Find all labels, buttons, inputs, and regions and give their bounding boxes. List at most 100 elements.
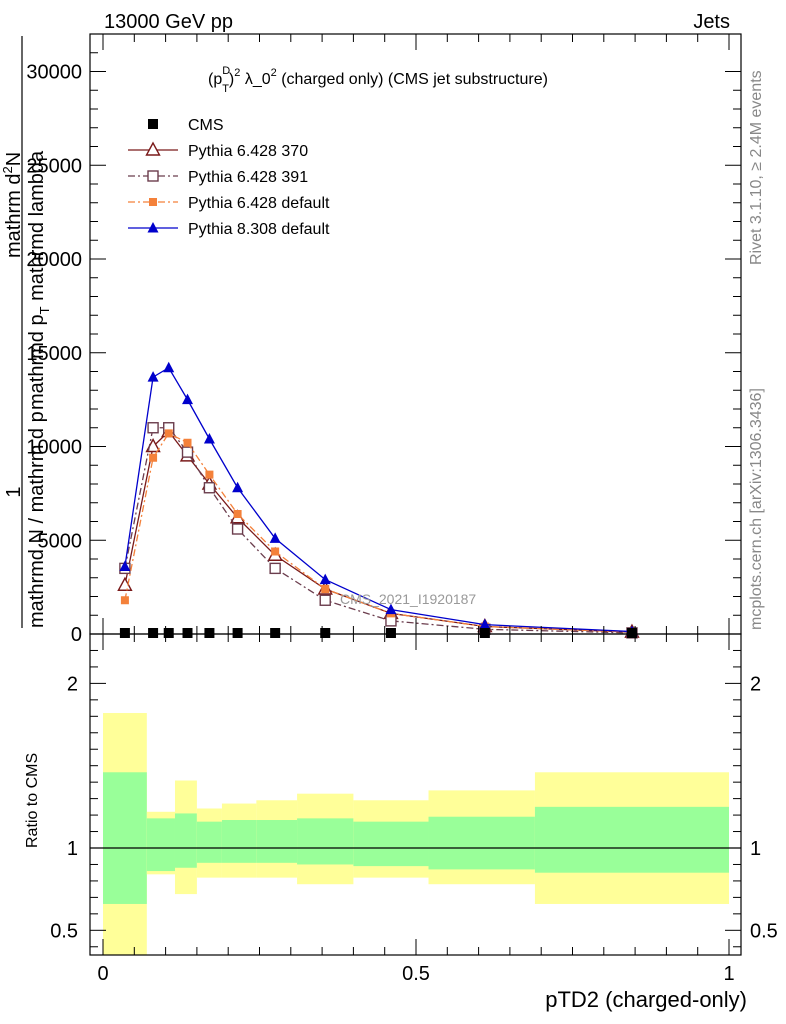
legend-marker-cms	[148, 119, 158, 129]
main-panel: 0 5000 10000 15000 20000 25000 30000 CMS_2021_…	[0, 33, 742, 646]
data-point-pydef	[149, 453, 158, 462]
plot-title: (pD T)2 λ_02 (charged only) (CMS jet subs…	[208, 65, 548, 95]
ratio-y-tick-label-right: 0.5	[750, 920, 778, 942]
legend-label: Pythia 6.428 default	[188, 195, 330, 212]
ratio-band-inner	[353, 821, 429, 867]
data-point-pydef	[164, 429, 173, 438]
ratio-band-inner	[221, 820, 257, 863]
data-point-pydef	[321, 585, 330, 593]
ratio-band-inner	[196, 821, 222, 863]
data-point-cms	[320, 628, 331, 638]
ylabel-numerator: mathrm d2N	[0, 152, 25, 258]
legend: CMS Pythia 6.428 370 Pythia 6.428 391 Pythi…	[128, 117, 330, 238]
data-point-py391	[231, 523, 244, 535]
rivet-label: Rivet 3.1.10, ≥ 2.4M events	[748, 70, 765, 265]
legend-item-cms: CMS	[148, 117, 224, 134]
ratio-band-inner	[103, 772, 147, 904]
data-point-py8	[182, 393, 194, 405]
header-right: Jets	[693, 11, 730, 33]
ratio-panel: 0.5 0.51 12 2 0 0.5 1 Ratio to CMS pTD2 (char…	[24, 633, 778, 1012]
legend-marker-py8	[147, 222, 159, 233]
header-left: 13000 GeV pp	[104, 11, 233, 33]
data-point-py391	[269, 562, 281, 575]
legend-item-py370: Pythia 6.428 370	[128, 141, 308, 160]
series-line-pydef	[124, 432, 632, 633]
legend-label: CMS	[188, 117, 224, 134]
ratio-y-axis: 0.5 0.5 1 1 2 2	[50, 649, 778, 948]
data-point-cms	[626, 628, 637, 638]
watermark: CMS_2021_I1920187	[340, 591, 476, 607]
data-point-pydef	[205, 470, 214, 479]
data-point-py8	[479, 618, 491, 630]
legend-marker-py370	[145, 141, 161, 156]
ylabel-mid: mathrmd pT mathrmd lambda	[26, 150, 52, 410]
y-tick-label: 5000	[38, 530, 83, 552]
x-tick-label: 1	[723, 963, 734, 985]
ratio-y-label: Ratio to CMS	[24, 753, 41, 848]
x-axis-label: pTD2 (charged-only)	[545, 987, 747, 1012]
ratio-y-tick-label-right: 2	[750, 673, 761, 695]
legend-label: Pythia 6.428 391	[188, 169, 308, 186]
data-point-pydef	[120, 596, 129, 605]
y-tick-label: 0	[71, 624, 82, 646]
y-tick-label: 25000	[26, 155, 82, 177]
legend-label: Pythia 8.308 default	[188, 221, 330, 238]
data-point-py8	[119, 560, 131, 571]
ylabel-denominator: mathrmd N / mathrm d p	[26, 411, 48, 628]
data-point-py8	[269, 532, 281, 543]
data-point-py391	[203, 482, 216, 494]
data-point-pydef	[233, 510, 242, 518]
ratio-band-inner	[428, 816, 535, 870]
data-point-pydef	[183, 438, 192, 447]
ratio-band-inner	[174, 813, 197, 868]
data-point-py8	[163, 361, 175, 373]
data-point-cms	[204, 628, 215, 638]
ratio-y-tick-label-right: 1	[750, 838, 761, 860]
data-point-cms	[270, 628, 281, 638]
data-point-py8	[385, 603, 397, 615]
ratio-y-tick-label: 1	[67, 838, 78, 860]
ratio-y-tick-label: 0.5	[50, 920, 78, 942]
mcplots-label: mcplots.cern.ch [arXiv:1306.3436]	[748, 388, 765, 630]
data-point-py8	[147, 371, 159, 382]
data-point-py8	[203, 433, 215, 444]
y-tick-label: 10000	[26, 437, 82, 459]
data-point-py391	[181, 446, 194, 458]
data-point-cms	[163, 628, 174, 638]
ratio-band-inner	[297, 818, 354, 865]
legend-label: Pythia 6.428 370	[188, 143, 308, 160]
ratio-band-inner	[256, 820, 298, 863]
data-point-py8	[319, 573, 331, 585]
legend-item-py391: Pythia 6.428 391	[128, 169, 308, 186]
data-point-py8	[232, 481, 244, 493]
x-tick-label: 0.5	[402, 963, 430, 985]
data-point-cms	[479, 628, 490, 638]
y-tick-label: 20000	[26, 249, 82, 271]
main-y-label: 1 mathrmd N / mathrm d p mathrmd pT math…	[0, 36, 52, 628]
ratio-band-inner	[146, 818, 175, 872]
legend-marker-py391	[147, 170, 159, 182]
data-point-cms	[148, 628, 159, 638]
y-tick-label: 30000	[26, 62, 82, 84]
ratio-bands	[103, 713, 729, 955]
ylabel-one: 1	[3, 486, 25, 497]
data-point-py391	[319, 594, 331, 606]
y-tick-label: 15000	[26, 343, 82, 365]
series-cms	[119, 628, 637, 638]
legend-item-pydef: Pythia 6.428 default	[128, 195, 330, 212]
main-y-axis: 0 5000 10000 15000 20000 25000 30000	[26, 52, 741, 646]
data-point-pydef	[271, 547, 280, 556]
x-tick-label: 0	[97, 963, 108, 985]
ratio-y-tick-label: 2	[67, 673, 78, 695]
data-point-cms	[232, 628, 243, 638]
main-x-ticks	[102, 34, 730, 634]
data-point-cms	[119, 628, 130, 638]
ratio-x-axis: 0 0.5 1	[97, 634, 735, 985]
legend-item-py8: Pythia 8.308 default	[128, 221, 330, 238]
data-point-cms	[385, 628, 396, 638]
ratio-band-inner	[534, 806, 729, 873]
data-point-cms	[182, 628, 193, 638]
data-point-py391	[147, 422, 159, 434]
legend-marker-pydef	[149, 198, 157, 206]
